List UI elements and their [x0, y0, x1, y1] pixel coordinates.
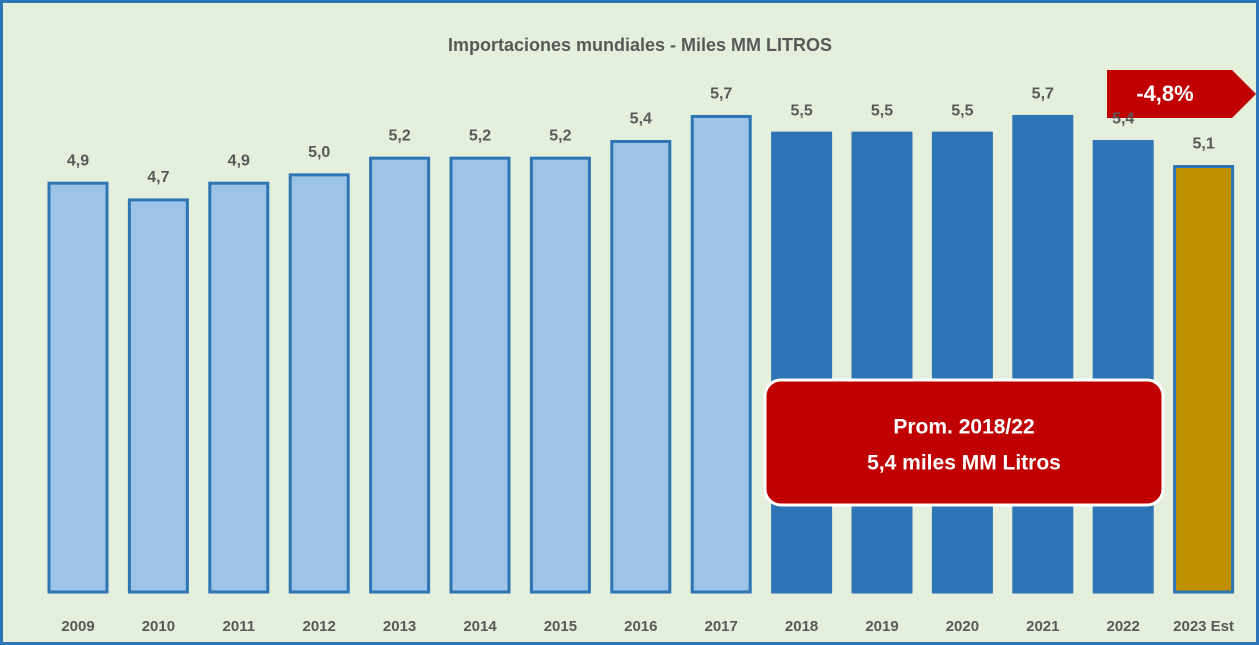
x-tick-label: 2014 — [463, 618, 497, 635]
value-label: 5,0 — [308, 144, 330, 161]
bar — [690, 114, 752, 594]
x-tick-label: 2022 — [1107, 618, 1140, 635]
x-tick-label: 2017 — [705, 618, 738, 635]
x-tick-label: 2021 — [1026, 618, 1059, 635]
bar — [931, 131, 993, 594]
change-arrow — [1107, 70, 1256, 118]
value-label: 5,4 — [1112, 111, 1134, 128]
bar — [851, 131, 913, 594]
bar — [47, 181, 109, 594]
x-tick-label: 2013 — [383, 618, 416, 635]
bar — [208, 181, 270, 594]
value-label: 4,7 — [147, 169, 169, 186]
bar — [288, 173, 350, 594]
value-label: 5,1 — [1192, 136, 1214, 153]
x-tick-label: 2010 — [142, 618, 175, 635]
x-tick-label: 2020 — [946, 618, 979, 635]
average-box — [763, 378, 1165, 507]
value-label: 5,5 — [951, 102, 973, 119]
x-tick-label: 2009 — [61, 618, 94, 635]
change-label: -4,8% — [1136, 81, 1193, 106]
x-tick-label: 2015 — [544, 618, 577, 635]
value-label: 5,2 — [388, 127, 410, 144]
chart-title: Importaciones mundiales - Miles MM LITRO… — [448, 35, 832, 55]
x-tick-label: 2012 — [303, 618, 336, 635]
bar — [127, 198, 189, 594]
bar — [771, 131, 833, 594]
average-title: Prom. 2018/22 — [893, 416, 1034, 439]
value-label: 5,2 — [469, 127, 491, 144]
bar — [369, 156, 431, 594]
value-label: 5,5 — [790, 102, 812, 119]
bar — [449, 156, 511, 594]
x-tick-label: 2018 — [785, 618, 818, 635]
x-tick-label: 2016 — [624, 618, 657, 635]
bar — [610, 139, 672, 594]
value-label: 4,9 — [228, 152, 250, 169]
x-tick-label: 2019 — [865, 618, 898, 635]
bar — [1173, 165, 1235, 594]
value-label: 5,7 — [710, 86, 732, 103]
value-label: 4,9 — [67, 152, 89, 169]
average-value: 5,4 miles MM Litros — [867, 452, 1061, 475]
x-tick-label: 2011 — [223, 618, 256, 635]
value-label: 5,4 — [630, 111, 652, 128]
bar — [1012, 114, 1074, 594]
bar — [529, 156, 591, 594]
value-label: 5,7 — [1032, 86, 1054, 103]
x-tick-label: 2023 Est — [1173, 618, 1234, 635]
value-label: 5,5 — [871, 102, 893, 119]
bar — [1092, 139, 1154, 594]
value-label: 5,2 — [549, 127, 571, 144]
